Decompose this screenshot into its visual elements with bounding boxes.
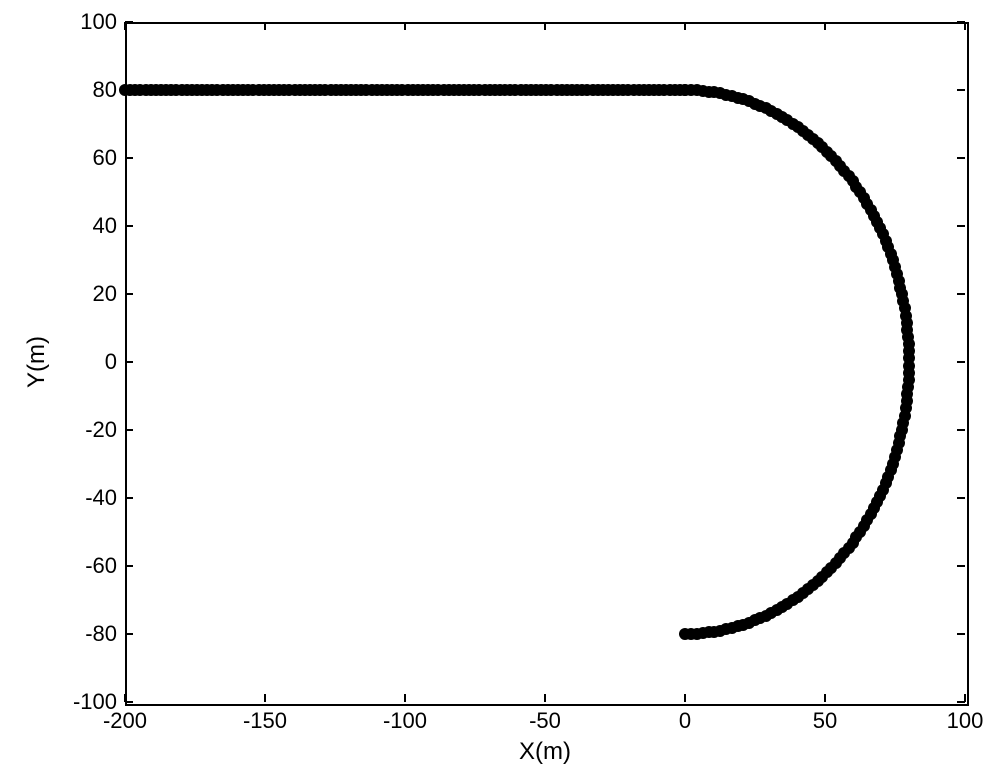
xtick-mark bbox=[824, 694, 826, 702]
ytick-mark bbox=[957, 701, 965, 703]
ytick-label: -80 bbox=[85, 621, 117, 647]
ytick-label: 40 bbox=[93, 213, 117, 239]
xtick-mark bbox=[264, 22, 266, 30]
xtick-label: 100 bbox=[947, 708, 984, 734]
ytick-mark bbox=[957, 293, 965, 295]
xtick-mark bbox=[964, 22, 966, 30]
ytick-label: 60 bbox=[93, 145, 117, 171]
ytick-mark bbox=[125, 565, 133, 567]
ytick-mark bbox=[125, 157, 133, 159]
xtick-mark bbox=[824, 22, 826, 30]
ytick-label: 100 bbox=[80, 9, 117, 35]
ytick-label: 0 bbox=[105, 349, 117, 375]
ytick-label: -20 bbox=[85, 417, 117, 443]
ytick-label: 20 bbox=[93, 281, 117, 307]
ytick-label: -60 bbox=[85, 553, 117, 579]
xtick-mark bbox=[124, 22, 126, 30]
ytick-mark bbox=[957, 361, 965, 363]
ytick-label: 80 bbox=[93, 77, 117, 103]
ytick-mark bbox=[957, 565, 965, 567]
xtick-label: 0 bbox=[679, 708, 691, 734]
xtick-mark bbox=[684, 22, 686, 30]
y-axis-label: Y(m) bbox=[23, 336, 51, 388]
xtick-label: -50 bbox=[529, 708, 561, 734]
ytick-mark bbox=[125, 497, 133, 499]
data-point bbox=[679, 628, 691, 640]
ytick-mark bbox=[957, 21, 965, 23]
xtick-mark bbox=[264, 694, 266, 702]
ytick-mark bbox=[957, 225, 965, 227]
ytick-label: -40 bbox=[85, 485, 117, 511]
ytick-mark bbox=[957, 157, 965, 159]
ytick-mark bbox=[957, 429, 965, 431]
ytick-mark bbox=[125, 225, 133, 227]
xtick-mark bbox=[544, 22, 546, 30]
xtick-mark bbox=[544, 694, 546, 702]
ytick-mark bbox=[957, 633, 965, 635]
plot-area bbox=[125, 22, 969, 706]
figure: X(m) Y(m) -20 0 -150 -100 -50 0 50 100 -100 -80 -6… bbox=[0, 0, 1000, 774]
xtick-mark bbox=[404, 22, 406, 30]
xtick-label: -150 bbox=[243, 708, 287, 734]
x-axis-label: X(m) bbox=[519, 738, 571, 766]
xtick-mark bbox=[404, 694, 406, 702]
xtick-label: -100 bbox=[383, 708, 427, 734]
ytick-mark bbox=[125, 633, 133, 635]
ytick-mark bbox=[957, 89, 965, 91]
ytick-mark bbox=[125, 21, 133, 23]
ytick-mark bbox=[957, 497, 965, 499]
ytick-label: -100 bbox=[73, 689, 117, 715]
ytick-mark bbox=[125, 361, 133, 363]
xtick-label: 50 bbox=[813, 708, 837, 734]
ytick-mark bbox=[125, 701, 133, 703]
ytick-mark bbox=[125, 429, 133, 431]
ytick-mark bbox=[125, 293, 133, 295]
xtick-mark bbox=[684, 694, 686, 702]
